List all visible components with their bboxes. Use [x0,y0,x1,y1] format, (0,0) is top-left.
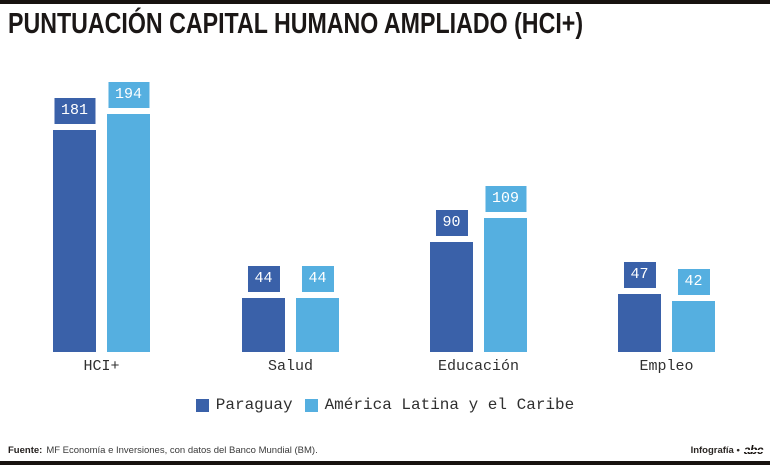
legend-item-latam: América Latina y el Caribe [304,396,575,414]
value-label: 42 [677,269,710,295]
category-label-educacin: Educación [437,358,519,375]
value-label: 194 [107,82,150,108]
bar-paraguay-hci [53,130,96,352]
value-label: 90 [435,210,468,236]
bar-paraguay-salud [242,298,285,352]
bar-group-hci: 181 194 [53,0,150,352]
legend-label: Paraguay [215,396,293,414]
legend-item-paraguay: Paraguay [195,396,293,414]
chart-legend: Paraguay América Latina y el Caribe [0,396,770,414]
bar-chart: 181 194 HCI+ 44 44 Salud 90 109 Educación 47 42 Emp… [53,0,715,375]
value-label: 109 [484,186,527,212]
bar-paraguay-empleo [618,294,661,352]
bar-paraguay-educacin [430,242,473,352]
bar-américa-hci [107,114,150,352]
value-label: 47 [623,262,656,288]
value-label: 44 [301,266,334,292]
latam-swatch-icon [304,398,318,412]
bottom-rule [0,461,770,465]
credit-note: Infografía • abc [690,443,765,457]
bar-américa-salud [296,298,339,352]
value-label: 44 [247,266,280,292]
source-label: Fuente: [8,444,43,456]
page-title: PUNTUACIÓN CAPITAL HUMANO AMPLIADO (HCI+… [8,8,584,40]
source-text: MF Economía e Inversiones, con datos del… [46,444,318,456]
category-label-salud: Salud [267,358,313,375]
category-label-empleo: Empleo [639,358,694,375]
top-rule [0,0,770,4]
footer: Fuente: MF Economía e Inversiones, con da… [8,443,765,457]
bar-américa-educacin [484,218,527,352]
credit-label: Infografía • [690,444,740,456]
value-label: 181 [53,98,96,124]
legend-label: América Latina y el Caribe [324,396,575,414]
bar-group-educacin: 90 109 [430,0,527,352]
category-label-hci: HCI+ [83,358,120,375]
bar-américa-empleo [672,301,715,352]
abc-logo: abc [742,443,765,457]
bar-group-salud: 44 44 [242,0,339,352]
source-note: Fuente: MF Economía e Inversiones, con da… [8,445,318,456]
bar-group-empleo: 47 42 [618,0,715,352]
paraguay-swatch-icon [195,398,209,412]
